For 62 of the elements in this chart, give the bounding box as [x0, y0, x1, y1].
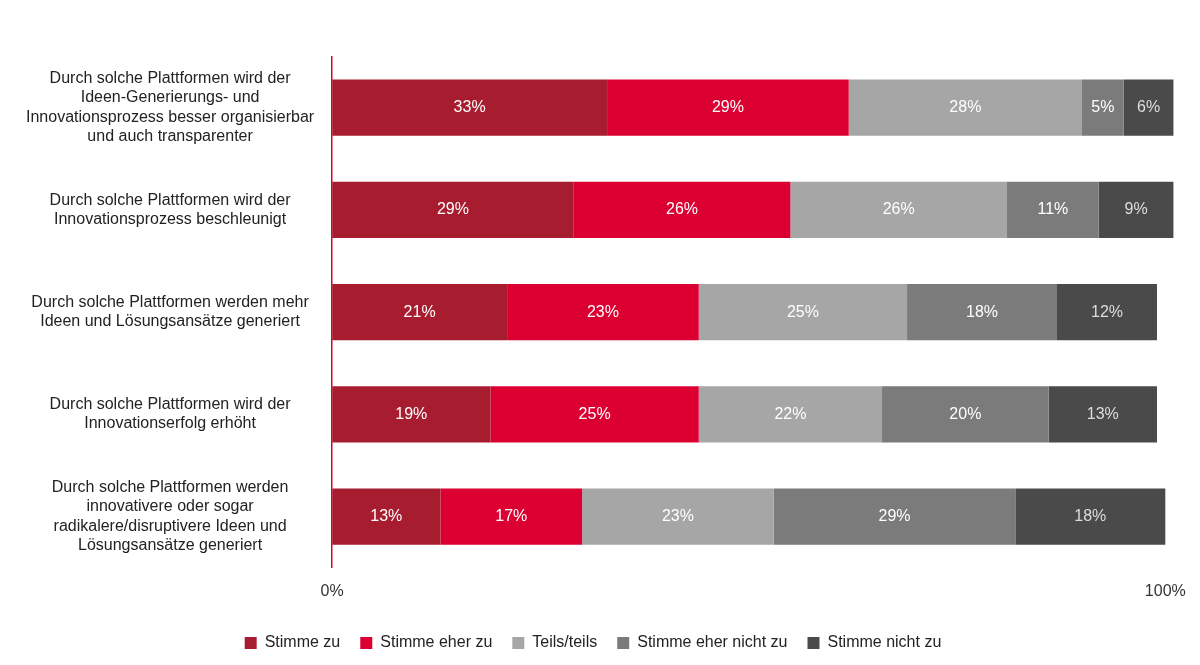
- bar: [1123, 79, 1174, 136]
- data-label: 18%: [966, 302, 999, 320]
- x-tick-label: 0%: [320, 581, 344, 599]
- bar: [698, 283, 908, 341]
- bar: [1015, 488, 1166, 545]
- bar: [1082, 79, 1124, 136]
- bar: [332, 488, 441, 545]
- y-tick-label: Durch solche Plattformen wird der Ideen-Generierungs- und Innovationsprozess besser organisierbar und auch transparenter: [26, 69, 315, 144]
- bar: [698, 386, 883, 443]
- legend-label: Stimme zu: [264, 633, 341, 651]
- data-label: 28%: [949, 97, 982, 115]
- bar: [332, 283, 508, 341]
- data-label: 23%: [586, 302, 619, 320]
- data-label: 17%: [495, 507, 528, 525]
- legend-label: Stimme nicht zu: [827, 633, 942, 651]
- bar: [1048, 386, 1157, 443]
- data-label: 29%: [878, 507, 911, 525]
- bar: [848, 79, 1083, 136]
- data-label: 12%: [1090, 302, 1124, 320]
- y-tick-label: Durch solche Plattformen wird der Innovationserfolg erhöht: [49, 395, 292, 432]
- data-label: 18%: [1074, 507, 1107, 525]
- data-label: 11%: [1037, 200, 1069, 218]
- bar: [573, 181, 791, 238]
- data-label: 22%: [774, 404, 807, 422]
- data-label: 13%: [370, 507, 403, 525]
- data-label: 26%: [882, 200, 915, 218]
- bar: [332, 79, 608, 136]
- bar: [790, 181, 1008, 238]
- bar: [1007, 181, 1099, 238]
- data-label: 21%: [403, 302, 436, 320]
- bar: [1098, 181, 1174, 238]
- legend-label: Stimme eher nicht zu: [637, 633, 788, 651]
- data-label: 25%: [578, 404, 611, 422]
- data-label: 26%: [666, 200, 699, 218]
- legend-label: Stimme eher zu: [380, 633, 493, 651]
- bar: [607, 79, 849, 136]
- bar: [882, 386, 1049, 443]
- bar: [582, 488, 774, 545]
- y-tick-label: Durch solche Plattformen werden mehr Ideen und Lösungsansätze generiert: [31, 292, 310, 330]
- data-label: 29%: [436, 200, 469, 218]
- data-label: 23%: [661, 507, 694, 525]
- data-label: 25%: [786, 302, 819, 320]
- data-label: 19%: [395, 404, 428, 422]
- y-tick-label: Durch solche Plattformen werden innovativere oder sogar radikalere/disruptivere Ideen und Lösungsansätze generiert: [51, 478, 289, 553]
- data-label: 33%: [453, 97, 486, 115]
- data-label: 9%: [1124, 200, 1148, 218]
- data-label: 20%: [949, 404, 982, 422]
- y-tick-label: Durch solche Plattformen wird der Innovationsprozess beschleunigt: [49, 190, 292, 227]
- bar: [332, 181, 574, 238]
- legend-label: Teils/teils: [532, 633, 598, 651]
- data-label: 6%: [1137, 97, 1161, 115]
- data-label: 29%: [711, 97, 744, 115]
- x-tick-label: 100%: [1144, 581, 1186, 599]
- bar: [907, 283, 1058, 341]
- bar: [490, 386, 699, 443]
- bar: [332, 386, 491, 443]
- data-label: 13%: [1086, 404, 1119, 422]
- bar: [440, 488, 583, 545]
- data-label: 5%: [1091, 97, 1115, 115]
- bar: [507, 283, 699, 341]
- bar: [773, 488, 1016, 545]
- bar: [1057, 283, 1157, 341]
